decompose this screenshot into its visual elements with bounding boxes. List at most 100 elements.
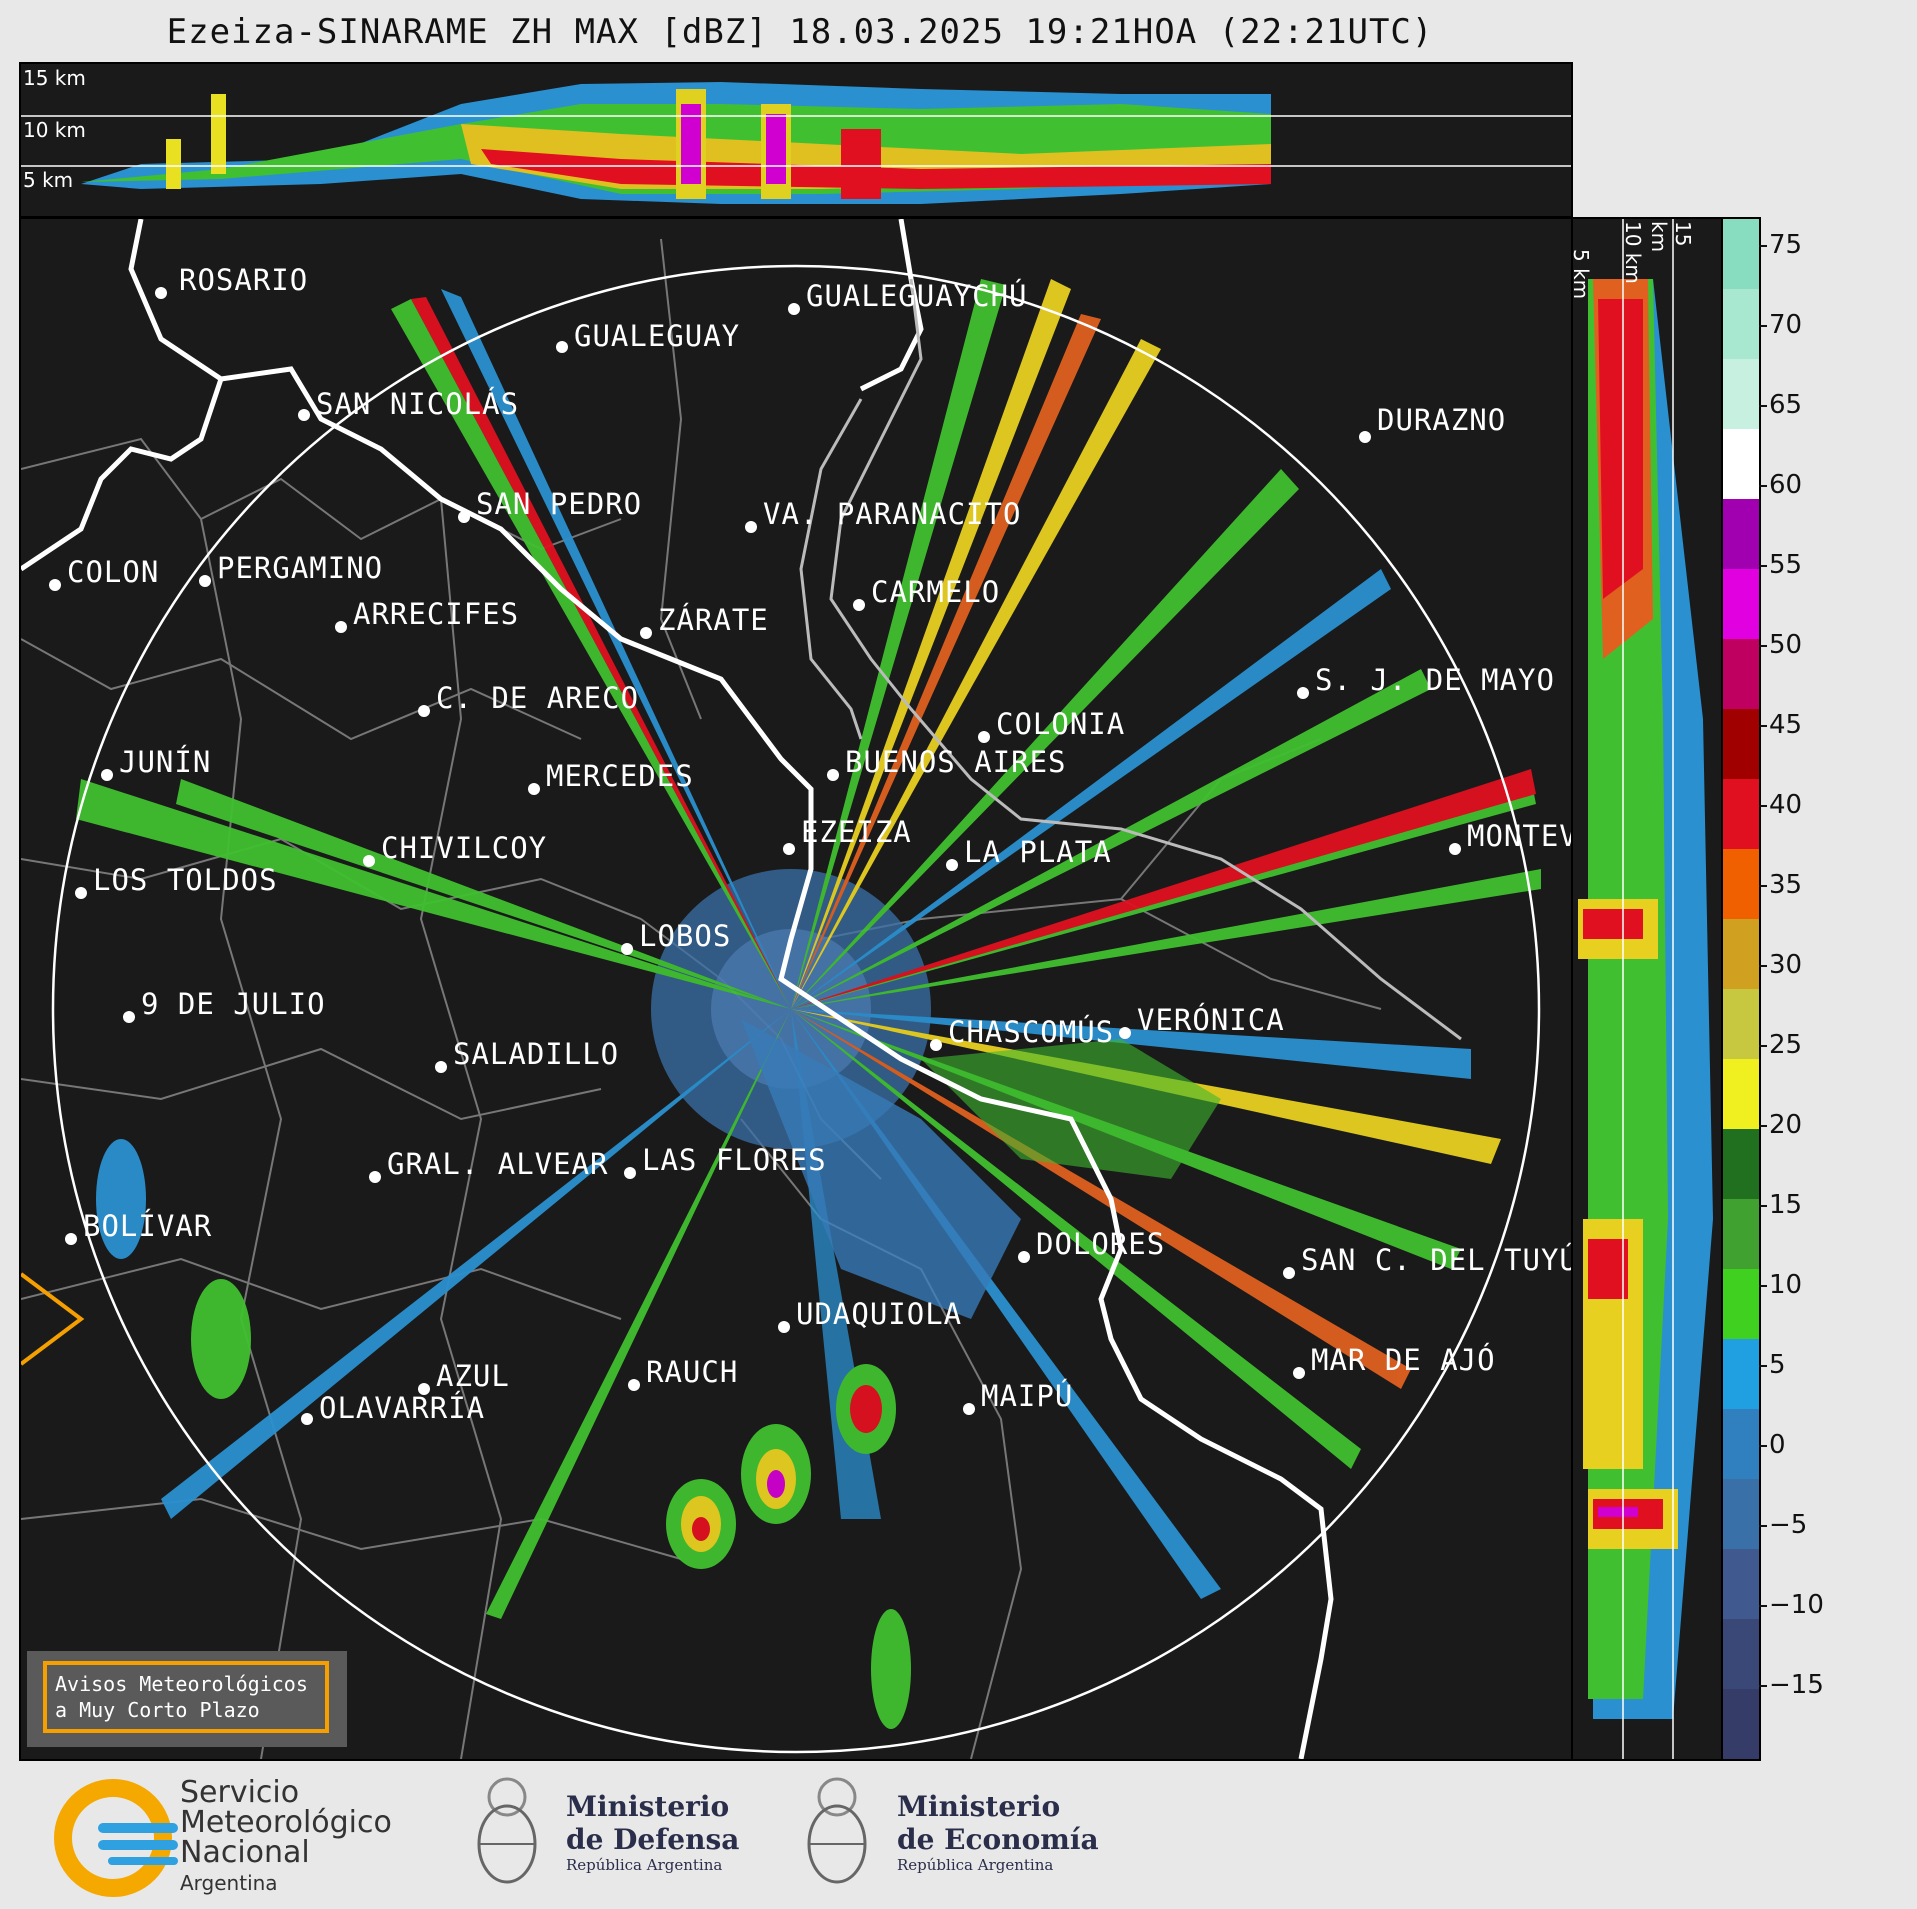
city-zarate: ZÁRATE: [640, 603, 769, 639]
side-cross-section-plot: [1578, 219, 1713, 1759]
short-term-warnings-notice[interactable]: Avisos Meteorológicos a Muy Corto Plazo: [27, 1651, 347, 1747]
city-lobos: LOBOS: [621, 919, 731, 955]
city-9-de-julio: 9 DE JULIO: [123, 987, 326, 1023]
colorbar-tick-mark: [1759, 805, 1767, 807]
colorbar-tick-label: −15: [1769, 1670, 1824, 1700]
smn-logo-icon: [54, 1779, 178, 1897]
city-dolores: DOLORES: [1018, 1227, 1165, 1263]
city-las-flores: LAS FLORES: [624, 1143, 827, 1179]
side-cross-section: 5 km 10 km 15 km: [1571, 217, 1723, 1761]
colorbar-tick-label: 15: [1769, 1190, 1803, 1220]
colorbar-tick-mark: [1759, 405, 1767, 407]
department-borders: [21, 238, 1382, 1759]
colorbar-tick-mark: [1759, 1365, 1767, 1367]
city-azul: AZUL: [418, 1359, 510, 1395]
city-rauch: RAUCH: [628, 1355, 738, 1391]
colorbar-tick-label: 75: [1769, 230, 1803, 260]
city-mar-de-ajo: MAR DE AJÓ: [1293, 1343, 1496, 1379]
radar-map-plot: [21, 219, 1541, 1759]
colorbar-tick-mark: [1759, 1045, 1767, 1047]
city-carmelo: CARMELO: [853, 575, 1000, 611]
top-cross-section-plot: [21, 82, 1571, 204]
height-label-5km: 5 km: [23, 168, 74, 192]
colorbar-tick-label: 5: [1769, 1350, 1786, 1380]
radar-map: ROSARIO GUALEGUAYCHÚ GUALEGUAY SAN NICOL…: [19, 217, 1573, 1761]
city-chivilcoy: CHIVILCOY: [363, 831, 547, 867]
city-la-plata: LA PLATA: [946, 835, 1112, 871]
colorbar-tick-mark: [1759, 1445, 1767, 1447]
notice-box[interactable]: Avisos Meteorológicos a Muy Corto Plazo: [43, 1661, 329, 1733]
colorbar-tick-label: 55: [1769, 550, 1803, 580]
city-bolivar: BOLÍVAR: [65, 1209, 212, 1245]
side-height-label-5km: 5 km: [1571, 249, 1593, 300]
colorbar-tick-mark: [1759, 1685, 1767, 1687]
city-san-pedro: SAN PEDRO: [458, 487, 642, 523]
city-va-paranacito: VA. PARANACITO: [745, 497, 1021, 533]
city-colonia: COLONIA: [978, 707, 1125, 743]
colorbar-tick-mark: [1759, 245, 1767, 247]
notice-line-2: a Muy Corto Plazo: [55, 1698, 260, 1722]
colorbar-tick-mark: [1759, 725, 1767, 727]
argentina-coat-of-arms-icon: [807, 1777, 867, 1884]
city-rosario: ROSARIO: [155, 263, 308, 299]
colorbar-tick-label: 30: [1769, 950, 1803, 980]
argentina-coat-of-arms-icon: [477, 1777, 537, 1884]
side-height-label-15km: 15 km: [1647, 221, 1695, 253]
colorbar-tick-label: 0: [1769, 1430, 1786, 1460]
colorbar-tick-label: 65: [1769, 390, 1803, 420]
city-chascomus: CHASCOMÚS: [930, 1015, 1114, 1051]
colorbar-tick-mark: [1759, 965, 1767, 967]
city-los-toldos: LOS TOLDOS: [75, 863, 278, 899]
colorbar-tick-label: 50: [1769, 630, 1803, 660]
uruguay-river: [799, 278, 1462, 1041]
city-mercedes: MERCEDES: [528, 759, 694, 795]
top-cross-section: 15 km 10 km 5 km: [19, 62, 1573, 218]
colorbar-tick-mark: [1759, 1605, 1767, 1607]
colorbar-tick-mark: [1759, 885, 1767, 887]
city-san-c-del-tuyu: SAN C. DEL TUYÚ: [1283, 1243, 1571, 1279]
coastline: [21, 219, 1334, 1759]
city-montev: MONTEV: [1449, 819, 1571, 855]
side-height-label-10km: 10 km: [1621, 221, 1645, 284]
colorbar-tick-mark: [1759, 1285, 1767, 1287]
defensa-logo-text: Ministerio de Defensa República Argentin…: [566, 1790, 740, 1874]
colorbar-tick-mark: [1759, 1205, 1767, 1207]
colorbar-tick-label: 40: [1769, 790, 1803, 820]
footer-logos: Servicio Meteorológico Nacional Argentin…: [0, 1760, 1917, 1909]
notice-line-1: Avisos Meteorológicos: [55, 1672, 308, 1696]
city-gral-alvear: GRAL. ALVEAR: [369, 1147, 609, 1183]
city-c-de-areco: C. DE ARECO: [418, 681, 639, 717]
colorbar-tick-label: 35: [1769, 870, 1803, 900]
colorbar-tick-mark: [1759, 1125, 1767, 1127]
city-udaquiola: UDAQUIOLA: [778, 1297, 962, 1333]
colorbar-tick-label: 10: [1769, 1270, 1803, 1300]
colorbar-tick-mark: [1759, 325, 1767, 327]
city-gualeguaychu: GUALEGUAYCHÚ: [788, 279, 1028, 315]
city-pergamino: PERGAMINO: [199, 551, 383, 587]
city-saladillo: SALADILLO: [435, 1037, 619, 1073]
city-buenos-aires: BUENOS AIRES: [827, 745, 1067, 781]
warning-polygon: [21, 1272, 85, 1366]
economia-logo-text: Ministerio de Economía República Argenti…: [897, 1790, 1099, 1874]
city-san-nicolas: SAN NICOLÁS: [298, 387, 519, 421]
colorbar-tick-label: −5: [1769, 1510, 1808, 1540]
colorbar-tick-label: 45: [1769, 710, 1803, 740]
smn-logo-text: Servicio Meteorológico Nacional Argentin…: [180, 1775, 392, 1896]
colorbar-tick-label: 70: [1769, 310, 1803, 340]
colorbar-tick-mark: [1759, 645, 1767, 647]
dbz-colorbar: [1721, 217, 1761, 1761]
colorbar-tick-mark: [1759, 1525, 1767, 1527]
height-label-10km: 10 km: [23, 118, 86, 142]
city-maipu: MAIPÚ: [963, 1379, 1073, 1415]
city-arrecifes: ARRECIFES: [335, 597, 519, 633]
range-ring: [51, 264, 1541, 1754]
city-colon: COLON: [49, 555, 159, 591]
page-title: Ezeiza-SINARAME ZH MAX [dBZ] 18.03.2025 …: [166, 12, 1434, 52]
city-olavarria: OLAVARRÍA: [301, 1391, 485, 1425]
city-s-j-de-mayo: S. J. DE MAYO: [1297, 663, 1555, 699]
colorbar-tick-mark: [1759, 485, 1767, 487]
colorbar-tick-label: 60: [1769, 470, 1803, 500]
colorbar-tick-label: 25: [1769, 1030, 1803, 1060]
colorbar-tick-label: 20: [1769, 1110, 1803, 1140]
city-durazno: DURAZNO: [1359, 403, 1506, 443]
